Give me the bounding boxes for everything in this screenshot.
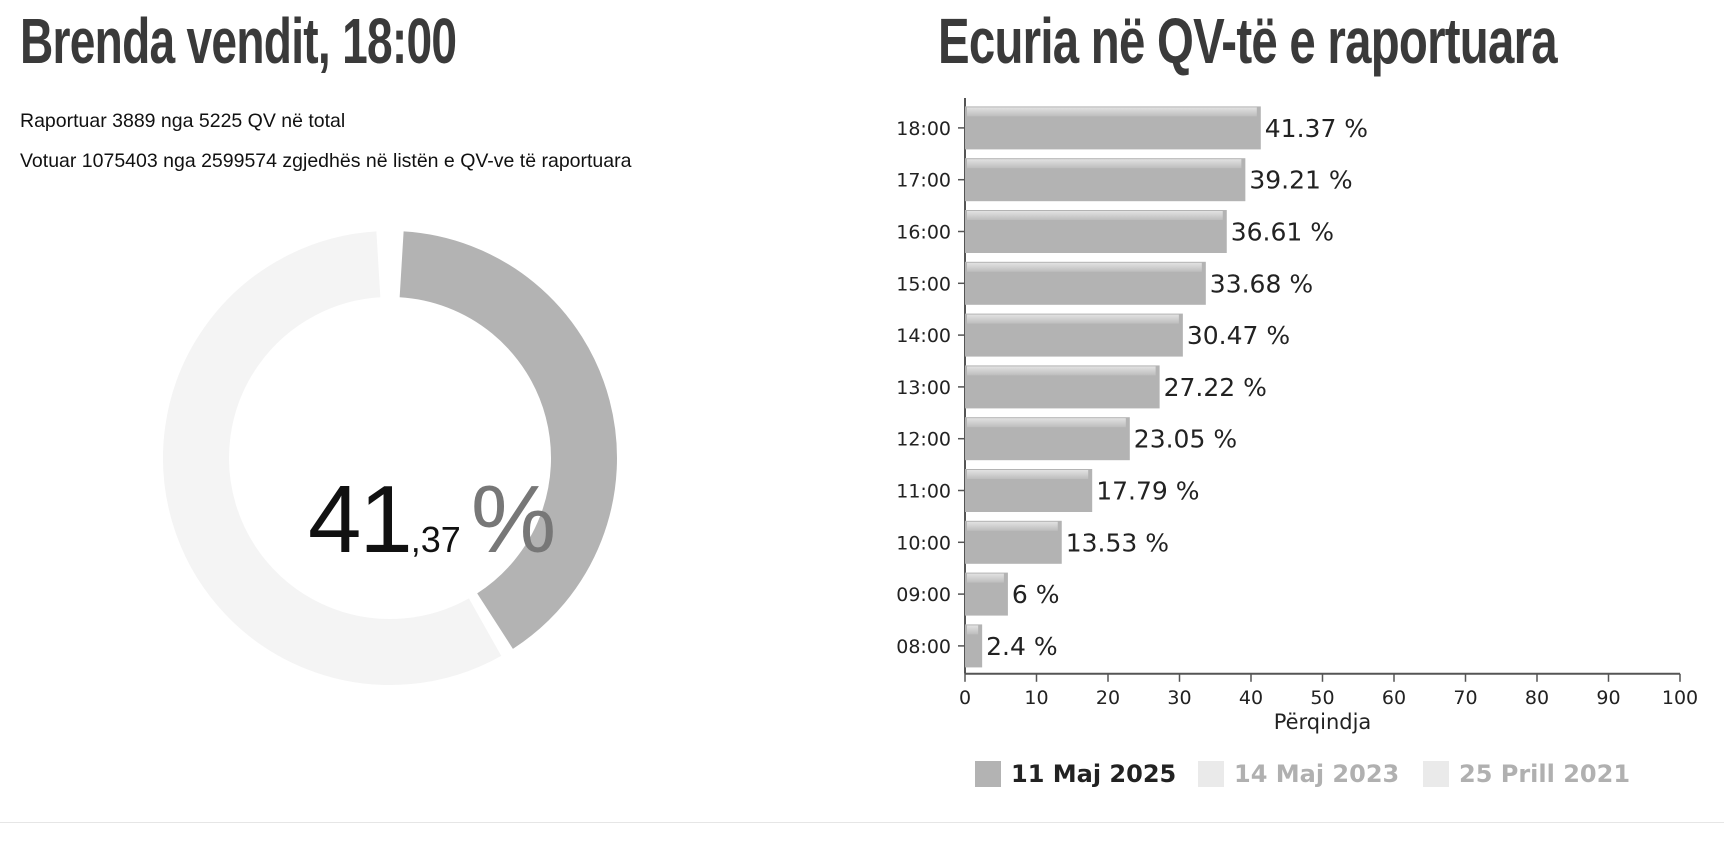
- bar-data-label: 39.21 %: [1249, 166, 1352, 195]
- y-tick-label: 11:00: [896, 481, 951, 503]
- bar-data-label: 30.47 %: [1187, 321, 1290, 350]
- x-tick-label: 40: [1239, 687, 1263, 709]
- x-tick-label: 10: [1024, 687, 1048, 709]
- turnout-integer: 41: [308, 466, 413, 573]
- bar-highlight: [967, 418, 1126, 428]
- turnout-percentage: 41,37%: [308, 465, 556, 575]
- percent-sign: %: [470, 466, 557, 573]
- bar-highlight: [967, 573, 1004, 583]
- legend-item-2023[interactable]: 14 Maj 2023: [1198, 760, 1399, 788]
- x-tick-label: 50: [1310, 687, 1334, 709]
- x-tick-label: 90: [1596, 687, 1620, 709]
- bar-data-label: 36.61 %: [1231, 218, 1334, 247]
- y-tick-label: 16:00: [896, 222, 951, 244]
- y-tick-label: 14:00: [896, 325, 951, 347]
- y-tick-label: 09:00: [896, 584, 951, 606]
- x-tick-label: 0: [959, 687, 971, 709]
- voted-electors-text: Votuar 1075403 nga 2599574 zgjedhës në l…: [20, 150, 632, 172]
- legend-swatch: [975, 761, 1001, 787]
- bar-highlight: [967, 470, 1089, 479]
- y-tick-label: 15:00: [896, 273, 951, 295]
- y-tick-label: 12:00: [896, 429, 951, 451]
- bar-highlight: [967, 521, 1058, 531]
- y-tick-label: 10:00: [896, 532, 951, 554]
- bar-data-label: 17.79 %: [1096, 477, 1199, 506]
- x-tick-label: 20: [1096, 687, 1120, 709]
- legend-label: 25 Prill 2021: [1459, 760, 1631, 788]
- legend-item-2025[interactable]: 11 Maj 2025: [975, 760, 1176, 788]
- donut-value-arc: [399, 231, 617, 649]
- x-tick-label: 30: [1167, 687, 1191, 709]
- y-tick-label: 13:00: [896, 377, 951, 399]
- bar-data-label: 6 %: [1012, 580, 1060, 609]
- legend-item-2021[interactable]: 25 Prill 2021: [1423, 760, 1630, 788]
- divider: [0, 822, 1724, 823]
- bar-data-label: 41.37 %: [1265, 114, 1368, 143]
- bar-data-label: 27.22 %: [1164, 373, 1267, 402]
- bar-highlight: [967, 159, 1242, 169]
- y-tick-label: 08:00: [896, 636, 951, 658]
- right-panel-title: Ecuria në QV-të e raportuara: [938, 5, 1558, 77]
- x-tick-label: 70: [1453, 687, 1477, 709]
- y-tick-label: 17:00: [896, 170, 951, 192]
- bar-highlight: [967, 211, 1223, 220]
- turnout-decimal: ,37: [410, 519, 461, 560]
- reported-stations-text: Raportuar 3889 nga 5225 QV në total: [20, 110, 346, 132]
- bar-highlight: [967, 366, 1156, 376]
- bar-highlight: [967, 107, 1257, 117]
- x-tick-label: 100: [1662, 687, 1698, 709]
- bar-data-label: 13.53 %: [1066, 528, 1169, 557]
- donut-track: [163, 231, 502, 685]
- bar-highlight: [967, 262, 1202, 272]
- left-panel-title: Brenda vendit, 18:00: [20, 5, 457, 77]
- x-tick-label: 60: [1382, 687, 1406, 709]
- legend-label: 14 Maj 2023: [1234, 760, 1400, 788]
- bar-highlight: [967, 625, 979, 635]
- bar-data-label: 33.68 %: [1210, 269, 1313, 298]
- y-tick-label: 18:00: [896, 118, 951, 140]
- x-tick-label: 80: [1525, 687, 1549, 709]
- bar-data-label: 2.4 %: [986, 632, 1057, 661]
- legend-swatch: [1423, 761, 1449, 787]
- legend-swatch: [1198, 761, 1224, 787]
- bar-highlight: [967, 314, 1179, 324]
- bar-data-label: 23.05 %: [1134, 425, 1237, 454]
- turnout-progress-bar-chart: 18:00 41.37 % 17:00 39.21 % 16:00 36.61 % 15:0…: [896, 98, 1698, 734]
- x-axis-label: Përqindja: [1274, 710, 1372, 734]
- legend-label: 11 Maj 2025: [1011, 760, 1177, 788]
- turnout-donut-chart: [163, 231, 617, 685]
- bar: [965, 624, 983, 668]
